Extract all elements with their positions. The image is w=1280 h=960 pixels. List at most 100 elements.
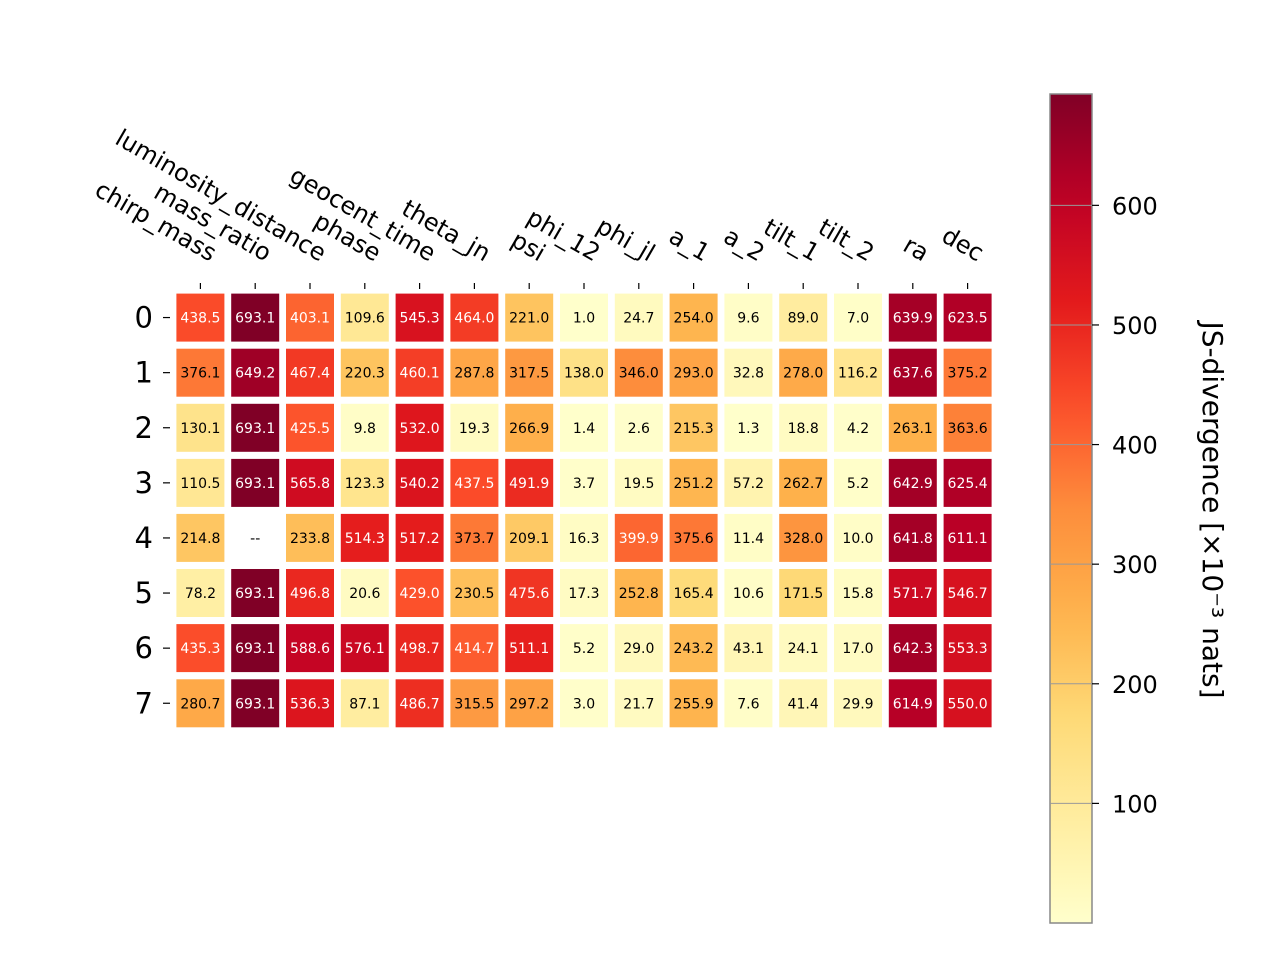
cell-value-label: 375.2 bbox=[948, 366, 988, 382]
heatmap-cell bbox=[560, 569, 608, 617]
heatmap-cell bbox=[724, 624, 773, 673]
heatmap-cell bbox=[176, 513, 225, 562]
heatmap-cell bbox=[779, 348, 828, 397]
colorbar-tick-label: 600 bbox=[1112, 192, 1158, 220]
cell-value-label: 649.2 bbox=[235, 366, 275, 382]
heatmap-cell bbox=[834, 403, 882, 452]
cell-value-label: 215.3 bbox=[674, 421, 714, 437]
heatmap-cell bbox=[888, 679, 937, 728]
cell-value-label: 89.0 bbox=[788, 311, 819, 327]
heatmap-cell bbox=[888, 403, 937, 452]
heatmap-cell bbox=[395, 403, 444, 452]
heatmap-cell bbox=[724, 458, 773, 507]
cell-value-label: 17.3 bbox=[568, 586, 599, 602]
heatmap-cell bbox=[724, 293, 773, 342]
heatmap-cell bbox=[888, 513, 937, 562]
heatmap-cell bbox=[395, 348, 444, 397]
cell-value-label: 517.2 bbox=[400, 531, 440, 547]
cell-value-label: 138.0 bbox=[564, 366, 604, 382]
heatmap-cell bbox=[779, 403, 828, 452]
heatmap-cell bbox=[395, 624, 444, 673]
heatmap-cell bbox=[669, 679, 718, 728]
heatmap-cell bbox=[834, 569, 882, 617]
heatmap-cell bbox=[505, 513, 554, 562]
heatmap-cell bbox=[669, 458, 718, 507]
cell-value-label: 24.7 bbox=[623, 311, 654, 327]
cell-value-label: 24.1 bbox=[788, 641, 819, 657]
heatmap-cell bbox=[505, 293, 554, 342]
heatmap-cell bbox=[834, 348, 882, 397]
heatmap-cell bbox=[231, 624, 280, 673]
heatmap-cell bbox=[943, 458, 992, 507]
cell-value-label: 464.0 bbox=[454, 311, 494, 327]
heatmap-cell bbox=[231, 458, 280, 507]
colorbar: 100 200 300 400 500 600 bbox=[1049, 93, 1158, 924]
heatmap-cell bbox=[505, 348, 554, 397]
heatmap-cell bbox=[779, 679, 828, 728]
cell-value-label: 498.7 bbox=[400, 641, 440, 657]
cell-value-label: 641.8 bbox=[893, 531, 933, 547]
heatmap-cell bbox=[560, 403, 608, 452]
cell-value-label: 486.7 bbox=[400, 696, 440, 712]
heatmap-cell bbox=[888, 348, 937, 397]
heatmap-cell bbox=[888, 569, 937, 617]
cell-value-label: 9.6 bbox=[737, 311, 759, 327]
heatmap-cell bbox=[340, 624, 389, 673]
heatmap-cell bbox=[943, 679, 992, 728]
heatmap-cell bbox=[286, 624, 334, 673]
heatmap-cell bbox=[340, 513, 389, 562]
cell-value-label: 588.6 bbox=[290, 641, 330, 657]
heatmap-cell bbox=[834, 458, 882, 507]
cell-value-label: 19.3 bbox=[459, 421, 490, 437]
heatmap-cell bbox=[560, 348, 608, 397]
heatmap-cell bbox=[340, 348, 389, 397]
cell-value-label: 278.0 bbox=[783, 366, 823, 382]
row-label: 7 bbox=[135, 686, 153, 720]
heatmap-cell bbox=[286, 679, 334, 728]
cell-value-label: 693.1 bbox=[235, 311, 275, 327]
colorbar-label: JS-divergence [×10⁻³ nats] bbox=[1196, 319, 1229, 698]
cell-value-label: 252.8 bbox=[619, 586, 659, 602]
heatmap-cell bbox=[888, 458, 937, 507]
cell-value-label: 254.0 bbox=[674, 311, 714, 327]
heatmap-cell bbox=[395, 679, 444, 728]
cell-value-label: 1.3 bbox=[737, 421, 759, 437]
heatmap-cell bbox=[231, 403, 280, 452]
cell-value-label: 625.4 bbox=[948, 476, 988, 492]
cell-value-label: 18.8 bbox=[788, 421, 819, 437]
cell-value-label: 243.2 bbox=[674, 641, 714, 657]
cell-value-label: 214.8 bbox=[180, 531, 220, 547]
row-label: 0 bbox=[135, 301, 153, 335]
cell-value-label: 614.9 bbox=[893, 696, 933, 712]
cell-value-label: 171.5 bbox=[783, 586, 823, 602]
heatmap-cell bbox=[176, 679, 225, 728]
heatmap-cell bbox=[888, 624, 937, 673]
colorbar-tick-label: 400 bbox=[1112, 432, 1158, 460]
cell-value-label: 251.2 bbox=[674, 476, 714, 492]
heatmap-cell bbox=[614, 403, 663, 452]
cell-value-label: 209.1 bbox=[509, 531, 549, 547]
heatmap-cell bbox=[669, 348, 718, 397]
cell-value-label: 130.1 bbox=[180, 421, 220, 437]
heatmap-cell bbox=[176, 624, 225, 673]
cell-value-label: 287.8 bbox=[454, 366, 494, 382]
cell-value-label: 540.2 bbox=[400, 476, 440, 492]
heatmap-cell bbox=[724, 569, 773, 617]
cell-value-label: 233.8 bbox=[290, 531, 330, 547]
row-label: 1 bbox=[135, 356, 153, 390]
heatmap-cell bbox=[176, 569, 225, 617]
colorbar-gradient bbox=[1049, 93, 1093, 924]
cell-value-label: 642.9 bbox=[893, 476, 933, 492]
heatmap-cell bbox=[176, 348, 225, 397]
heatmap-cell bbox=[505, 624, 554, 673]
cell-value-label: 10.0 bbox=[842, 531, 873, 547]
heatmap-cell bbox=[395, 569, 444, 617]
heatmap-cell bbox=[450, 293, 499, 342]
cell-value-label: 3.7 bbox=[573, 476, 595, 492]
heatmap-cell bbox=[614, 569, 663, 617]
column-label: dec bbox=[937, 221, 988, 267]
cell-value-label: 1.4 bbox=[573, 421, 595, 437]
cell-value-label: 220.3 bbox=[345, 366, 385, 382]
heatmap-cell bbox=[231, 569, 280, 617]
row-label: 2 bbox=[135, 411, 153, 445]
